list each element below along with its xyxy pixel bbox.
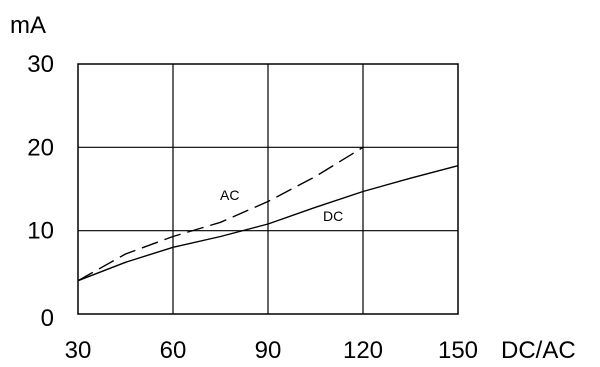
y-tick-label-10: 10 (27, 218, 54, 245)
series-line-ac (77, 146, 364, 282)
y-axis-label: mA (10, 12, 46, 39)
x-tick-label-120: 120 (343, 337, 383, 364)
tick-labels: 30 60 90 120 150 0 10 20 30 (27, 51, 478, 364)
series-line-dc (77, 165, 459, 282)
x-tick-label-150: 150 (438, 337, 478, 364)
y-tick-label-30: 30 (27, 51, 54, 78)
x-tick-label-90: 90 (255, 337, 282, 364)
x-tick-label-30: 30 (65, 337, 92, 364)
grid (78, 64, 458, 314)
x-tick-label-60: 60 (160, 337, 187, 364)
series-label-ac: AC (220, 187, 239, 203)
y-tick-label-0: 0 (41, 305, 54, 332)
series-lines (77, 146, 459, 282)
x-axis-label: DC/AC (501, 337, 576, 364)
series-label-dc: DC (323, 208, 343, 224)
y-tick-label-20: 20 (27, 134, 54, 161)
plot-border (77, 63, 459, 315)
plot-frame (77, 63, 459, 315)
